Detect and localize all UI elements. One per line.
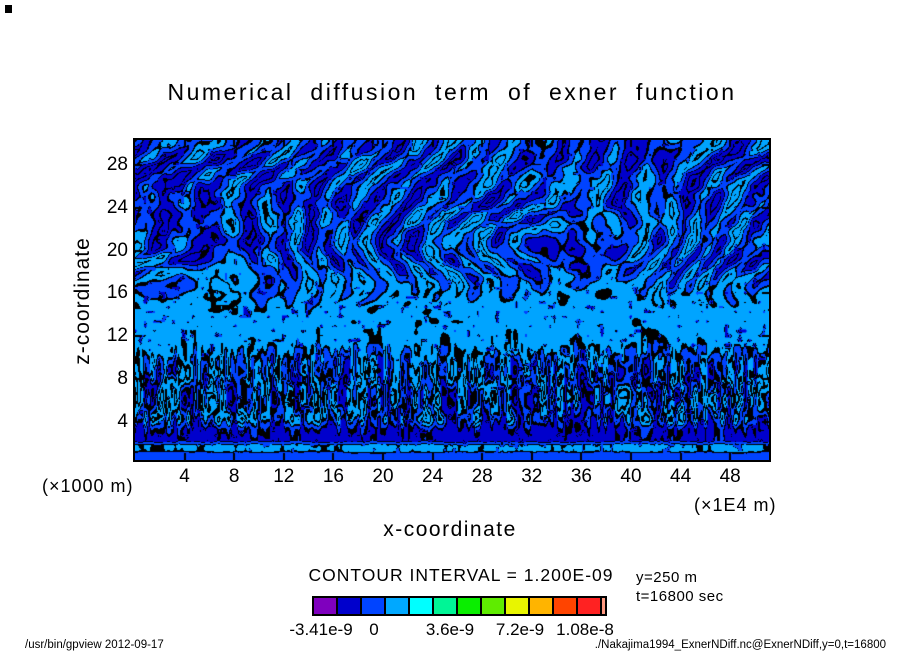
colorbar-tick-label: -3.41e-9 xyxy=(289,620,353,639)
footer-command: /usr/bin/gpview 2012-09-17 xyxy=(25,639,164,651)
colorbar-cell xyxy=(336,596,362,616)
plot-area xyxy=(133,138,771,462)
x-tick-label: 44 xyxy=(670,466,692,487)
colorbar-tick-label: 0 xyxy=(369,620,379,639)
y-tick-label: 4 xyxy=(117,411,128,433)
colorbar-cell xyxy=(504,596,530,616)
x-tick-label: 8 xyxy=(228,466,240,487)
colorbar-tick-label: 3.6e-9 xyxy=(425,620,475,639)
contour-plot-canvas xyxy=(135,140,769,460)
y-tick-label: 16 xyxy=(106,282,128,304)
y-tick-label: 8 xyxy=(117,368,128,390)
colorbar-tick-label: 1.08e-8 xyxy=(556,620,614,639)
x-tick-label: 4 xyxy=(179,466,190,487)
colorbar-cell xyxy=(312,596,338,616)
x-tick-label: 40 xyxy=(620,466,642,487)
y-axis-unit: (×1000 m) xyxy=(42,476,134,496)
x-tick-label: 36 xyxy=(570,466,592,487)
colorbar-cell xyxy=(408,596,434,616)
y-tick-label: 12 xyxy=(106,325,128,347)
y-slice-annotation: y=250 m xyxy=(636,569,698,586)
colorbar-end-sliver xyxy=(600,596,607,616)
x-tick-label: 28 xyxy=(471,466,493,487)
colorbar-tick-label: 7.2e-9 xyxy=(495,620,545,639)
y-tick-label: 28 xyxy=(106,153,128,175)
colorbar-cell xyxy=(576,596,602,616)
colorbar-cell xyxy=(552,596,578,616)
colorbar-cell xyxy=(456,596,482,616)
x-tick-label: 16 xyxy=(322,466,344,487)
x-tick-label: 24 xyxy=(422,466,444,487)
contour-interval-label: CONTOUR INTERVAL = 1.200E-09 xyxy=(308,565,614,585)
x-tick-label: 20 xyxy=(372,466,394,487)
x-tick-label: 12 xyxy=(273,466,295,487)
colorbar-cell xyxy=(432,596,458,616)
corner-mark xyxy=(5,5,12,13)
x-tick-label: 32 xyxy=(521,466,543,487)
x-tick-label: 48 xyxy=(719,466,741,487)
colorbar-cell xyxy=(528,596,554,616)
colorbar-cell xyxy=(360,596,386,616)
colorbar-cell xyxy=(480,596,506,616)
footer-source: ./Nakajima1994_ExnerNDiff.nc@ExnerNDiff,… xyxy=(594,639,886,651)
t-slice-annotation: t=16800 sec xyxy=(636,588,724,605)
colorbar-cell xyxy=(384,596,410,616)
y-tick-label: 20 xyxy=(106,239,128,261)
x-axis-unit: (×1E4 m) xyxy=(694,495,777,515)
y-tick-label: 24 xyxy=(106,196,128,218)
x-axis-label: x-coordinate xyxy=(383,518,517,541)
chart-title: Numerical diffusion term of exner functi… xyxy=(167,79,737,105)
